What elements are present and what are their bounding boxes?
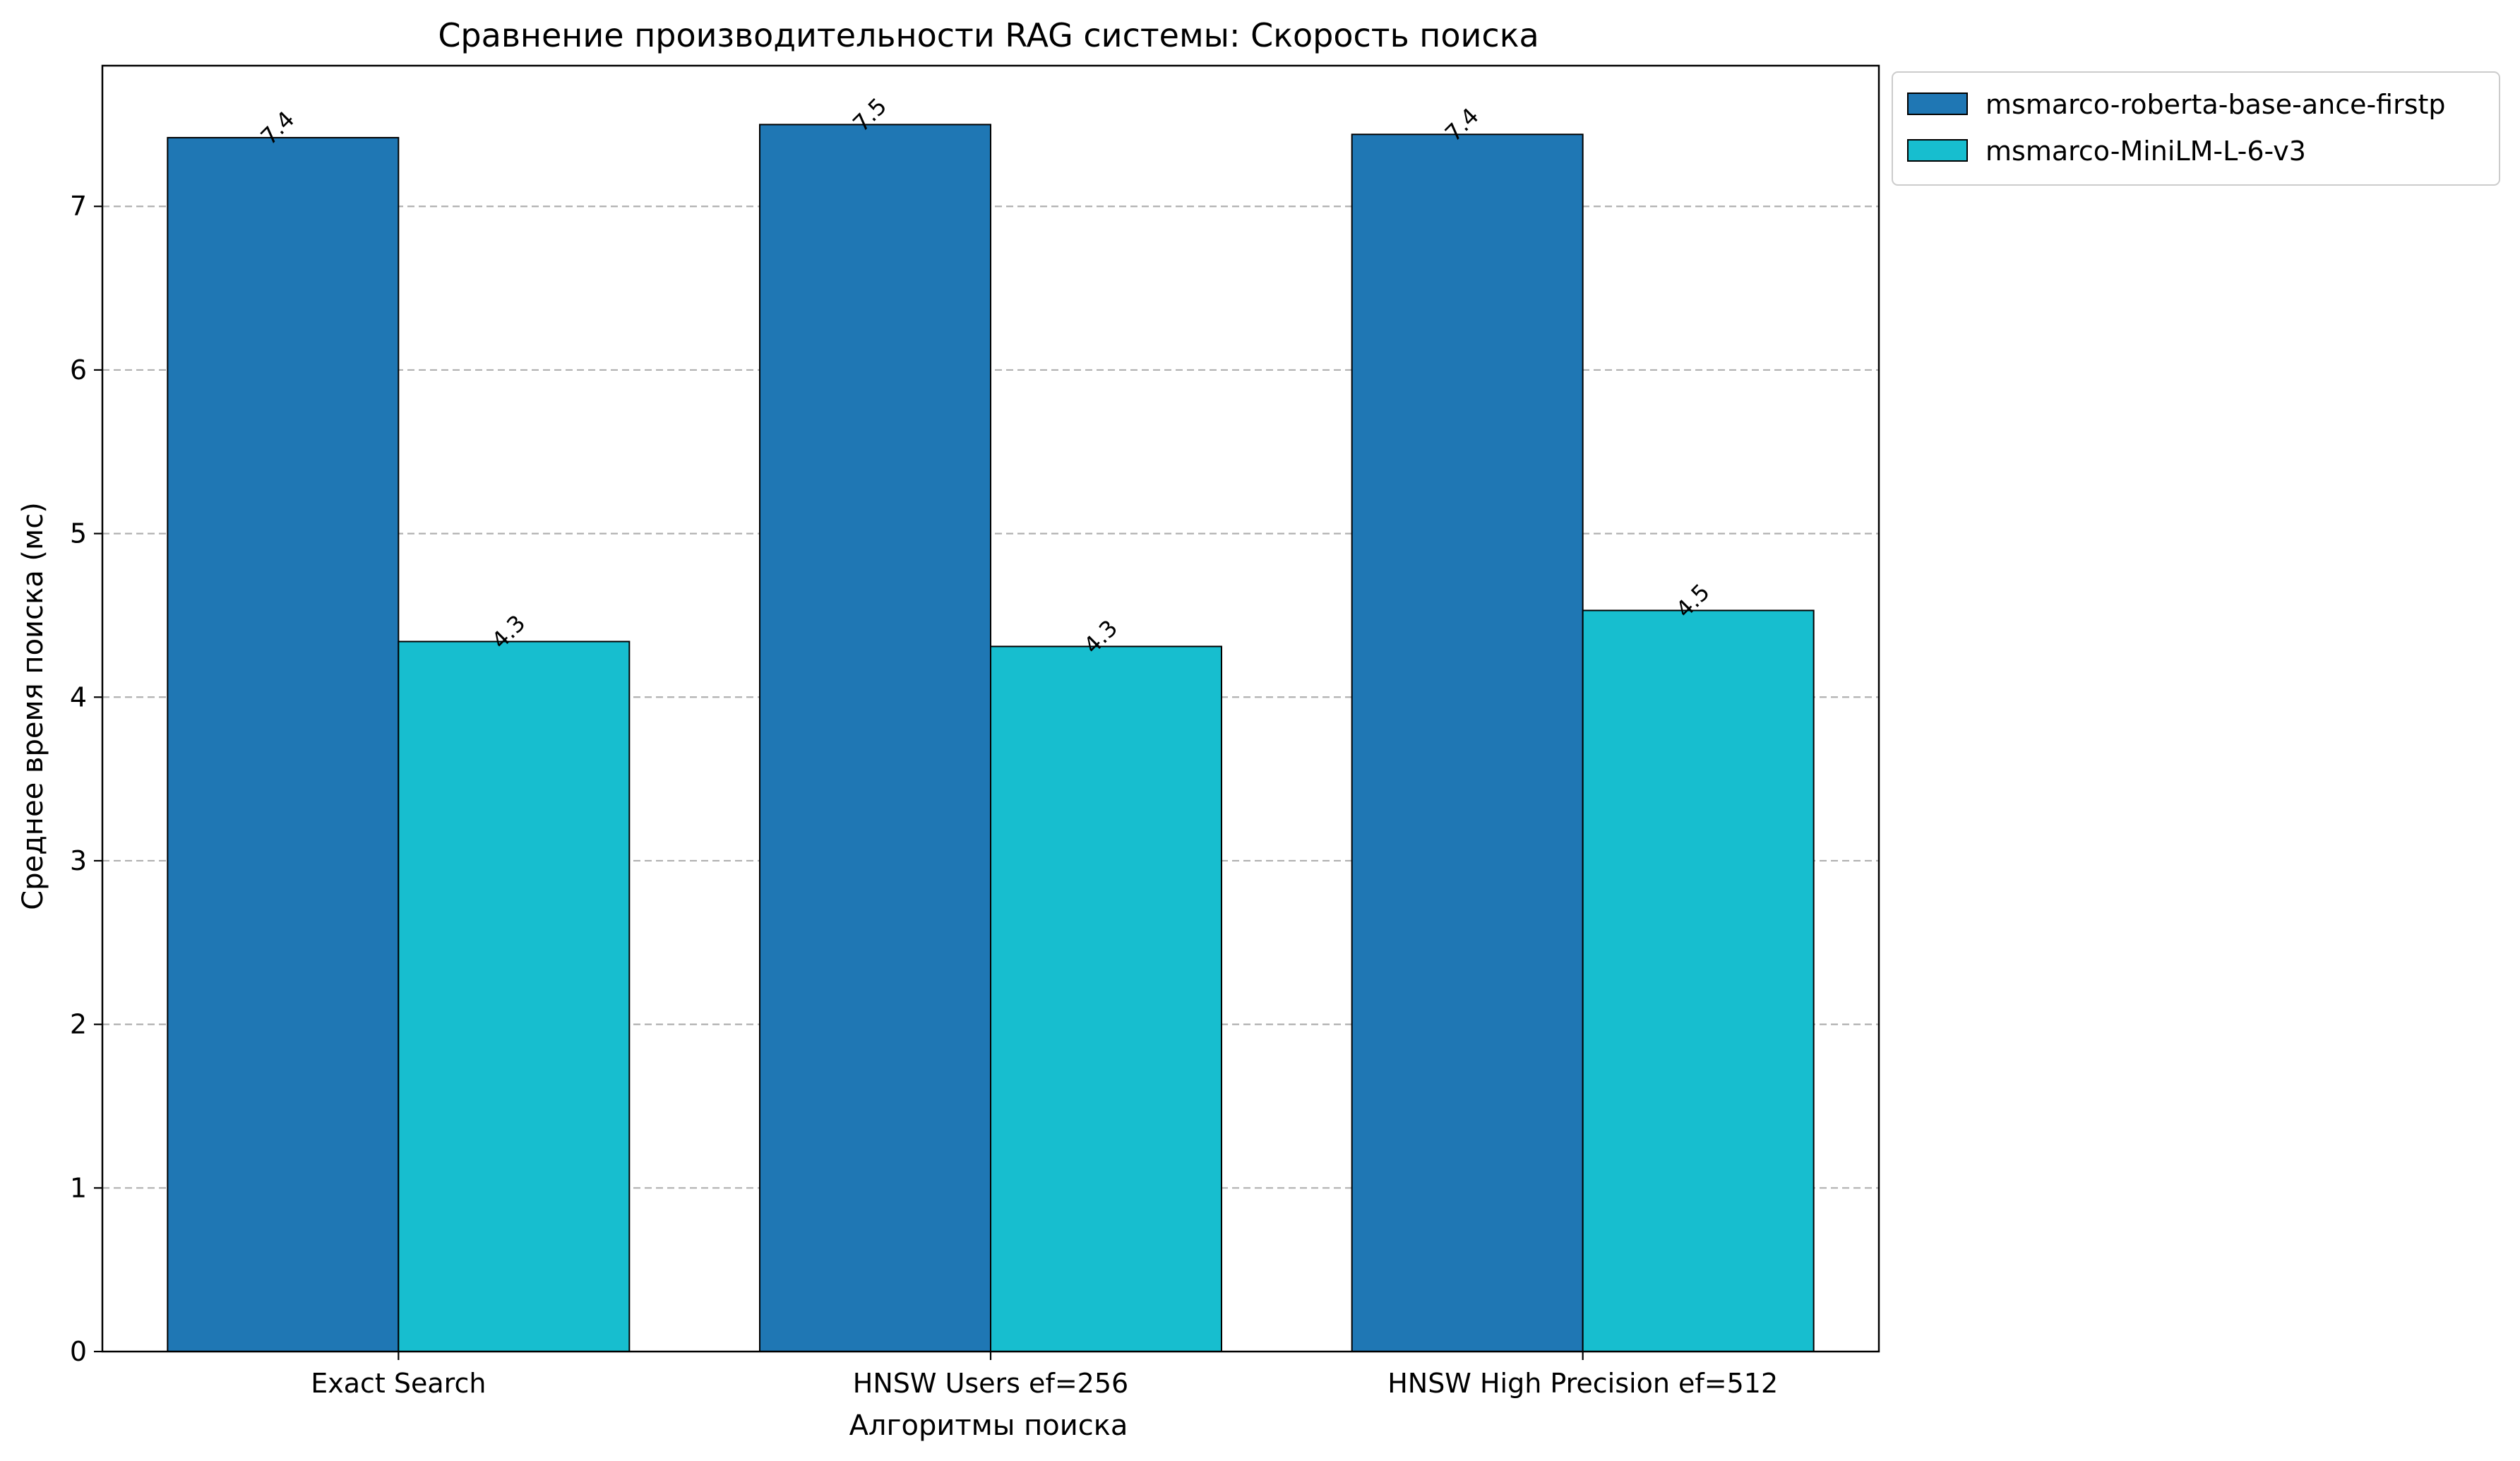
legend-entry-label: msmarco-MiniLM-L-6-v3 — [1985, 136, 2306, 167]
x-tick-label: HNSW Users ef=256 — [853, 1368, 1128, 1399]
legend-swatch — [1907, 139, 1968, 162]
legend-entry-label: msmarco-roberta-base-ance-firstp — [1985, 89, 2446, 120]
axes: 0 1 2 3 4 5 6 7 Exact Search HNSW Users ef=256 HNS… — [70, 64, 1880, 1399]
y-tick-label: 3 — [70, 845, 87, 876]
y-axis-label: Среднее время поиска (мс) — [17, 502, 49, 910]
bar — [1351, 133, 1584, 1353]
bar — [1582, 609, 1815, 1353]
y-tick-label: 7 — [70, 191, 87, 222]
y-tick-label: 5 — [70, 518, 87, 549]
y-tick-label: 2 — [70, 1009, 87, 1040]
y-tick-label: 6 — [70, 354, 87, 386]
y-tick-label: 1 — [70, 1172, 87, 1203]
x-tick-label: HNSW High Precision ef=512 — [1387, 1368, 1778, 1399]
bar — [759, 124, 991, 1353]
x-tick-label: Exact Search — [311, 1368, 486, 1399]
x-axis-label: Алгоритмы поиска — [849, 1409, 1128, 1442]
legend: msmarco-roberta-base-ance-firstp msmarco-… — [1892, 71, 2500, 186]
y-tick-label: 4 — [70, 681, 87, 712]
bar — [398, 640, 631, 1352]
y-tick-label: 0 — [70, 1336, 87, 1367]
bar — [990, 645, 1222, 1352]
bar — [167, 136, 400, 1352]
chart-title: Сравнение производительности RAG системы… — [438, 16, 1539, 54]
legend-box — [1892, 71, 2500, 186]
legend-swatch — [1907, 93, 1968, 115]
